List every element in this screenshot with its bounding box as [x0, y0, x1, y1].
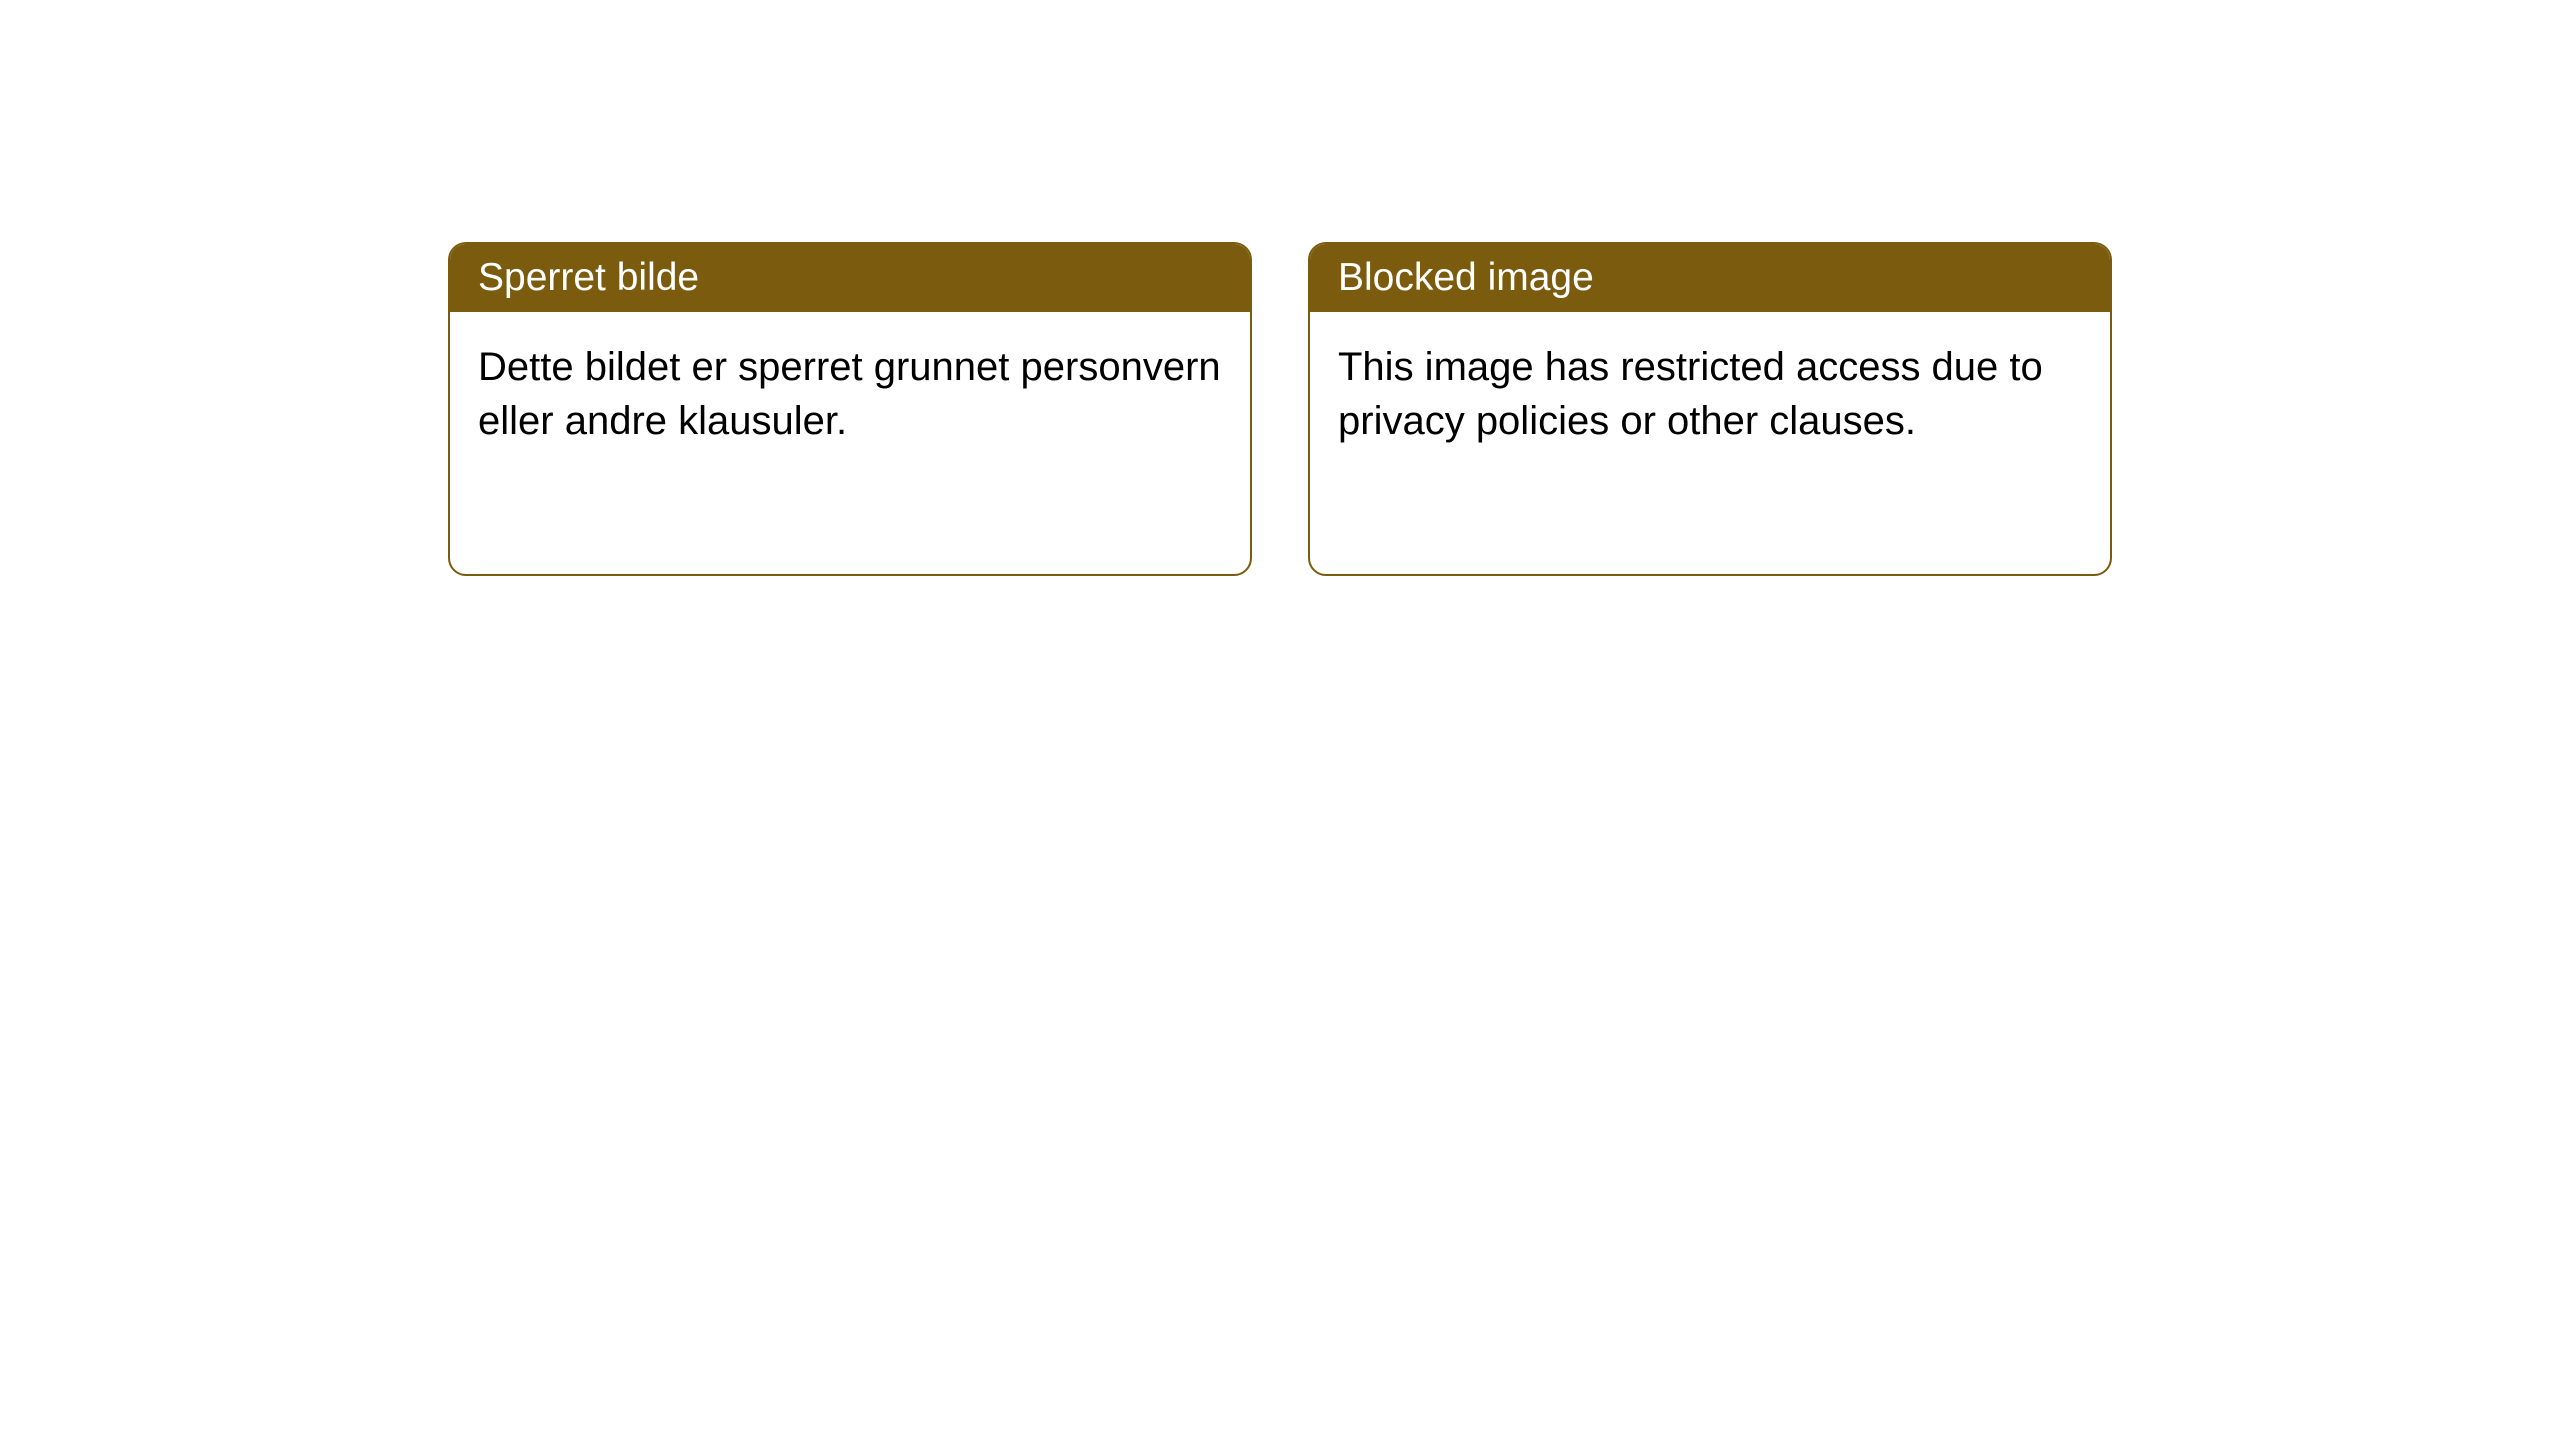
- notice-body: Dette bildet er sperret grunnet personve…: [450, 312, 1250, 476]
- notice-header: Sperret bilde: [450, 244, 1250, 312]
- notice-card-norwegian: Sperret bilde Dette bildet er sperret gr…: [448, 242, 1252, 576]
- notice-message: This image has restricted access due to …: [1338, 345, 2043, 443]
- notice-title: Blocked image: [1338, 256, 1594, 299]
- notice-body: This image has restricted access due to …: [1310, 312, 2110, 476]
- notice-title: Sperret bilde: [478, 256, 699, 299]
- notice-header: Blocked image: [1310, 244, 2110, 312]
- notice-message: Dette bildet er sperret grunnet personve…: [478, 345, 1221, 443]
- notice-card-english: Blocked image This image has restricted …: [1308, 242, 2112, 576]
- notice-container: Sperret bilde Dette bildet er sperret gr…: [0, 0, 2560, 576]
